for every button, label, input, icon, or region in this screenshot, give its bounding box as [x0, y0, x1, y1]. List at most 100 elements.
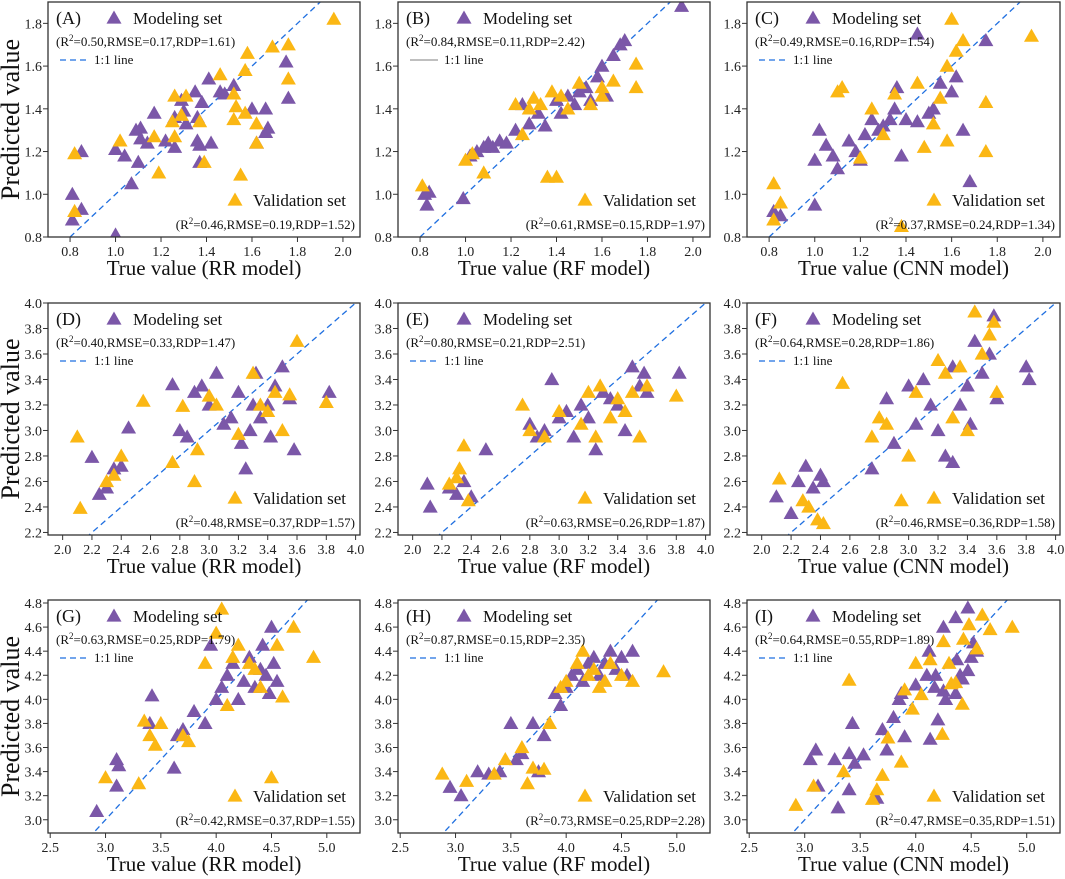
validation-point	[1004, 619, 1020, 633]
validation-point	[201, 388, 217, 402]
modeling-point	[280, 90, 296, 104]
modeling-point	[167, 139, 183, 153]
validation-legend-label: Validation set	[253, 489, 346, 508]
modeling-point	[636, 365, 652, 379]
panel-label: (E)	[406, 309, 429, 330]
x-axis-label: True value (RF model)	[458, 852, 650, 876]
validation-point	[237, 105, 253, 119]
validation-point	[913, 687, 929, 701]
validation-point	[508, 97, 524, 111]
modeling-point	[536, 727, 552, 742]
validation-point	[869, 782, 885, 796]
modeling-point	[525, 715, 541, 730]
modeling-point	[64, 212, 80, 226]
x-tick-label: 2.6	[841, 543, 859, 558]
modeling-point	[805, 480, 821, 494]
validation-point	[586, 661, 602, 675]
x-tick-label: 4.0	[557, 841, 575, 856]
modeling-point	[223, 410, 239, 424]
y-tick-label: 4.2	[375, 669, 393, 684]
modeling-point	[625, 643, 641, 657]
modeling-point	[236, 673, 252, 687]
validation-point	[280, 37, 296, 51]
modeling-point	[927, 679, 943, 693]
validation-stats: (R2=0.61,RMSE=0.15,RDP=1.97)	[526, 216, 705, 232]
validation-point	[835, 375, 851, 389]
validation-point	[916, 139, 932, 153]
y-tick-label: 4.8	[25, 597, 43, 612]
modeling-legend-label: Modeling set	[133, 310, 223, 329]
validation-point	[226, 86, 242, 100]
y-tick-label: 2.4	[25, 501, 43, 516]
modeling-point	[578, 79, 594, 94]
modeling-point	[422, 499, 438, 513]
modeling-point	[537, 118, 553, 132]
validation-point	[773, 195, 789, 209]
validation-point	[588, 429, 604, 443]
modeling-point	[498, 135, 514, 149]
modeling-point	[811, 122, 827, 136]
validation-legend-marker	[227, 192, 243, 206]
x-tick-label: 1.4	[548, 245, 566, 260]
validation-point	[864, 429, 880, 443]
modeling-point	[893, 148, 909, 162]
validation-point	[522, 422, 538, 437]
one-to-one-line	[438, 303, 707, 535]
line-legend-label: 1:1 line	[793, 52, 833, 67]
modeling-point	[841, 782, 857, 796]
modeling-point	[165, 377, 181, 391]
validation-point	[948, 674, 964, 689]
validation-point	[175, 398, 191, 412]
validation-point	[864, 791, 880, 805]
validation-point	[181, 733, 197, 748]
y-tick-label: 3.4	[724, 766, 742, 781]
validation-point	[668, 388, 684, 402]
modeling-point	[768, 489, 784, 503]
plot-frame	[47, 302, 361, 536]
line-legend-label: 1:1 line	[793, 650, 833, 665]
validation-point	[167, 88, 183, 102]
modeling-point	[449, 486, 465, 500]
modeling-point	[117, 148, 133, 162]
validation-point	[986, 314, 1002, 328]
validation-point	[544, 84, 560, 98]
y-tick-label: 4.6	[724, 621, 742, 636]
y-tick-label: 3.6	[724, 742, 742, 757]
modeling-point	[589, 69, 605, 83]
modeling-point	[827, 752, 843, 766]
validation-point	[146, 129, 162, 143]
x-tick-label: 1.6	[943, 245, 961, 260]
y-tick-label: 3.8	[724, 717, 742, 732]
validation-point	[414, 178, 430, 192]
modeling-point	[897, 729, 913, 743]
y-tick-label: 4.4	[724, 645, 742, 660]
modeling-point	[802, 752, 818, 766]
line-legend-label: 1:1 line	[793, 353, 833, 368]
modeling-stats: (R2=0.63,RMSE=0.25,RDP=1.79)	[56, 631, 235, 647]
modeling-point	[624, 359, 640, 373]
validation-point	[801, 499, 817, 513]
modeling-point	[110, 227, 122, 237]
modeling-point	[909, 26, 925, 40]
validation-point	[974, 607, 990, 621]
x-tick-label: 2.8	[171, 543, 189, 558]
modeling-point	[242, 422, 258, 437]
points	[64, 11, 342, 237]
validation-point	[871, 410, 887, 424]
validation-point	[909, 75, 925, 89]
x-axis-label: True value (RR model)	[107, 554, 302, 578]
x-tick-label: 2.0	[753, 543, 771, 558]
modeling-point	[192, 137, 208, 151]
line-legend-label: 1:1 line	[94, 52, 134, 67]
modeling-point	[948, 685, 964, 699]
y-tick-label: 3.4	[25, 373, 43, 388]
validation-point	[165, 454, 181, 468]
x-tick-label: 3.5	[502, 841, 520, 856]
y-tick-label: 3.6	[25, 348, 43, 363]
x-tick-label: 3.5	[152, 841, 170, 856]
modeling-point	[263, 429, 279, 443]
modeling-point	[419, 197, 435, 211]
y-tick-label: 4.0	[724, 693, 742, 708]
x-tick-label: 4.0	[1047, 543, 1065, 558]
validation-point	[981, 327, 997, 341]
